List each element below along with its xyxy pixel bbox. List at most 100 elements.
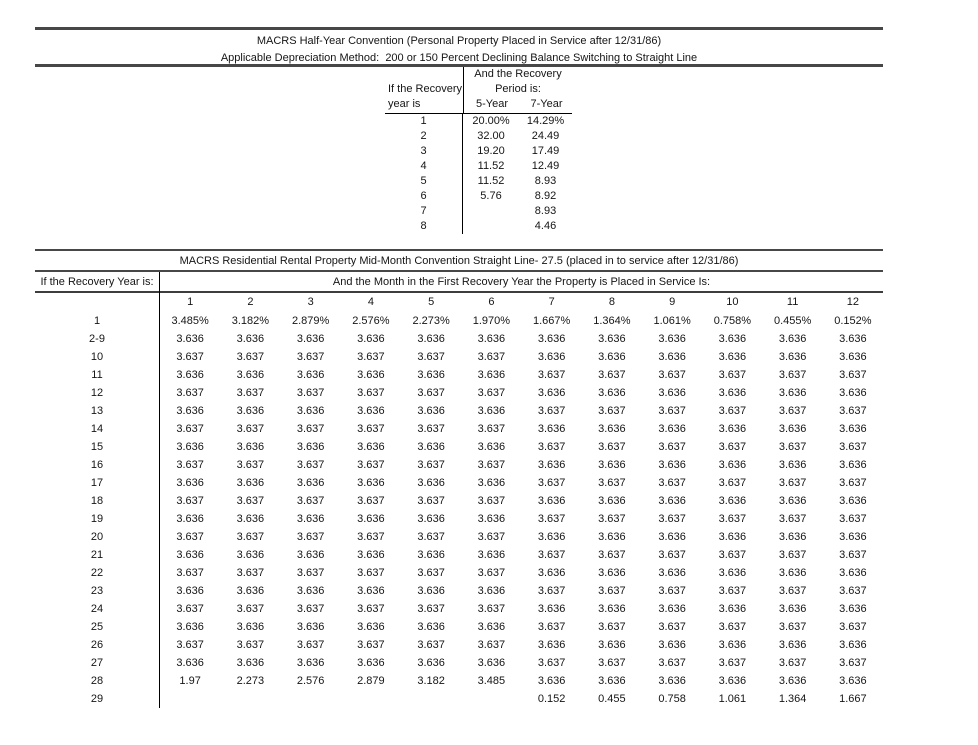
value-cell: 3.636 (296, 549, 325, 561)
value-cell: 3.637 (718, 657, 747, 669)
value-cell: 3.637 (598, 405, 626, 417)
table-row: 6 5.76 8.92 (385, 189, 572, 204)
value-cell: 3.636 (537, 531, 566, 543)
month-header-cell: 7 (548, 296, 555, 308)
value-cell: 3.636 (839, 387, 867, 399)
value-cell (463, 204, 519, 219)
value-cell: 3.636 (477, 441, 506, 453)
value-cell: 3.637 (658, 441, 686, 453)
value-cell: 11.52 (477, 160, 505, 172)
value-cell: 3.636 (417, 657, 445, 669)
value-cell: 1.667% (532, 315, 571, 327)
value-cell: 3.636 (357, 657, 385, 669)
value-cell: 3.637 (236, 531, 265, 543)
value-cell: 3.637 (778, 441, 807, 453)
value-cell: 3.637 (537, 477, 566, 489)
value-cell: 3.636 (839, 639, 867, 651)
table-row: 24 3.637 3.637 3.637 3.637 3.637 3.637 3.636 3.6… (35, 600, 883, 618)
value-cell: 3.485% (171, 315, 209, 327)
value-cell: 3.636 (477, 549, 506, 561)
value-cell: 3.637 (598, 621, 626, 633)
value-cell: 3.636 (598, 567, 626, 579)
value-cell: 3.637 (477, 387, 506, 399)
value-cell: 0.455% (773, 315, 812, 327)
value-cell: 3.636 (296, 477, 325, 489)
value-cell: 3.637 (718, 441, 747, 453)
year-cell: 10 (35, 348, 160, 366)
value-cell: 14.29% (526, 115, 565, 127)
value-cell: 3.637 (417, 423, 445, 435)
table-row: 13 3.636 3.636 3.636 3.636 3.636 3.636 3.637 3.6… (35, 402, 883, 420)
value-cell: 3.636 (417, 441, 445, 453)
value-cell: 2.576% (352, 315, 390, 327)
value-cell: 3.637 (417, 531, 445, 543)
value-cell: 3.636 (598, 531, 626, 543)
year-cell: 22 (35, 564, 160, 582)
value-cell: 3.636 (357, 621, 385, 633)
value-cell: 3.636 (658, 459, 686, 471)
column-header-7-year: 7-Year (530, 98, 563, 110)
value-cell: 3.637 (296, 351, 325, 363)
table-row: 23 3.636 3.636 3.636 3.636 3.636 3.636 3.637 3.6… (35, 582, 883, 600)
month-header-cell: 10 (726, 296, 739, 308)
table-row: 21 3.636 3.636 3.636 3.636 3.636 3.636 3.637 3.6… (35, 546, 883, 564)
column-header-5-year: 5-Year (475, 98, 508, 110)
value-cell: 3.637 (176, 423, 204, 435)
table-row: 2-9 3.636 3.636 3.636 3.636 3.636 3.636 3.636 3.… (35, 330, 883, 348)
value-cell: 3.636 (658, 495, 686, 507)
half-year-convention-table: If the Recovery year is And the Recovery… (385, 67, 572, 234)
recovery-period-header: And the Recovery Period is: 5-Year 7-Yea… (463, 67, 572, 113)
value-cell: 3.636 (537, 423, 566, 435)
table-row: 15 3.636 3.636 3.636 3.636 3.636 3.636 3.637 3.6… (35, 438, 883, 456)
value-cell: 2.273% (412, 315, 450, 327)
value-cell: 3.636 (839, 603, 867, 615)
value-cell: 3.636 (839, 333, 867, 345)
value-cell: 3.636 (718, 675, 747, 687)
value-cell: 3.636 (598, 459, 626, 471)
month-header-cell: 2 (247, 296, 254, 308)
value-cell: 3.637 (537, 585, 566, 597)
value-cell: 3.636 (477, 657, 506, 669)
value-cell: 3.637 (236, 459, 265, 471)
value-cell: 3.636 (598, 603, 626, 615)
value-cell: 3.636 (537, 495, 566, 507)
table-row: 22 3.637 3.637 3.637 3.637 3.637 3.637 3.636 3.6… (35, 564, 883, 582)
value-cell: 3.636 (537, 675, 566, 687)
year-cell: 26 (35, 636, 160, 654)
value-cell: 3.637 (598, 441, 626, 453)
month-header-cell: 11 (786, 296, 799, 308)
value-cell: 1.970% (472, 315, 511, 327)
year-cell: 4 (385, 159, 463, 174)
table-row: 1 3.485% 3.182% 2.879% 2.576% 2.273% 1.970% 1.6… (35, 312, 883, 330)
value-cell: 1.667 (839, 693, 867, 705)
value-cell: 3.636 (839, 675, 867, 687)
value-cell: 3.636 (417, 333, 445, 345)
value-cell: 3.637 (839, 477, 867, 489)
value-cell: 3.636 (296, 333, 325, 345)
value-cell: 3.636 (658, 333, 686, 345)
year-cell: 12 (35, 384, 160, 402)
value-cell: 3.636 (778, 531, 807, 543)
value-cell (341, 690, 401, 708)
value-cell: 3.637 (477, 495, 506, 507)
table-row: 7 8.93 (385, 204, 572, 219)
value-cell: 3.636 (477, 621, 506, 633)
value-cell: 3.636 (357, 369, 385, 381)
value-cell: 3.637 (357, 567, 385, 579)
year-cell: 24 (35, 600, 160, 618)
value-cell: 3.636 (598, 423, 626, 435)
value-cell: 3.637 (357, 603, 385, 615)
value-cell: 3.636 (236, 549, 265, 561)
value-cell: 3.636 (296, 369, 325, 381)
value-cell: 3.636 (176, 513, 204, 525)
year-cell: 14 (35, 420, 160, 438)
value-cell: 3.636 (357, 477, 385, 489)
value-cell: 3.637 (236, 639, 265, 651)
value-cell: 3.636 (718, 351, 747, 363)
table-row: 1 20.00% 14.29% (385, 114, 572, 129)
value-cell: 3.636 (839, 567, 867, 579)
table-row: 20 3.637 3.637 3.637 3.637 3.637 3.637 3.636 3.6… (35, 528, 883, 546)
value-cell: 3.636 (357, 549, 385, 561)
value-cell: 3.637 (537, 441, 566, 453)
value-cell: 11.52 (477, 175, 505, 187)
